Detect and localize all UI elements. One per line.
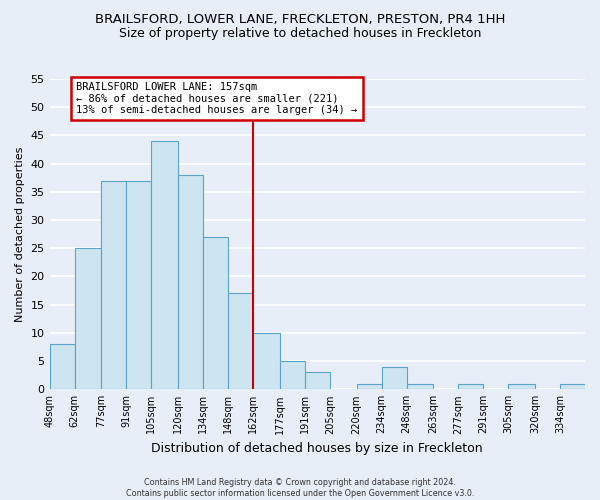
Bar [407,384,433,390]
Text: BRAILSFORD, LOWER LANE, FRECKLETON, PRESTON, PR4 1HH: BRAILSFORD, LOWER LANE, FRECKLETON, PRES… [95,12,505,26]
Bar [228,294,253,390]
Bar [74,248,101,390]
Bar [382,366,407,390]
Text: BRAILSFORD LOWER LANE: 157sqm
← 86% of detached houses are smaller (221)
13% of : BRAILSFORD LOWER LANE: 157sqm ← 86% of d… [76,82,358,115]
Bar [101,180,126,390]
Text: Size of property relative to detached houses in Freckleton: Size of property relative to detached ho… [119,28,481,40]
Bar [508,384,535,390]
Bar [151,141,178,390]
Bar [50,344,74,390]
Bar [126,180,151,390]
X-axis label: Distribution of detached houses by size in Freckleton: Distribution of detached houses by size … [151,442,483,455]
Bar [178,175,203,390]
Text: Contains HM Land Registry data © Crown copyright and database right 2024.
Contai: Contains HM Land Registry data © Crown c… [126,478,474,498]
Y-axis label: Number of detached properties: Number of detached properties [15,146,25,322]
Bar [560,384,585,390]
Bar [305,372,330,390]
Bar [356,384,382,390]
Bar [253,333,280,390]
Bar [458,384,483,390]
Bar [203,237,228,390]
Bar [280,361,305,390]
